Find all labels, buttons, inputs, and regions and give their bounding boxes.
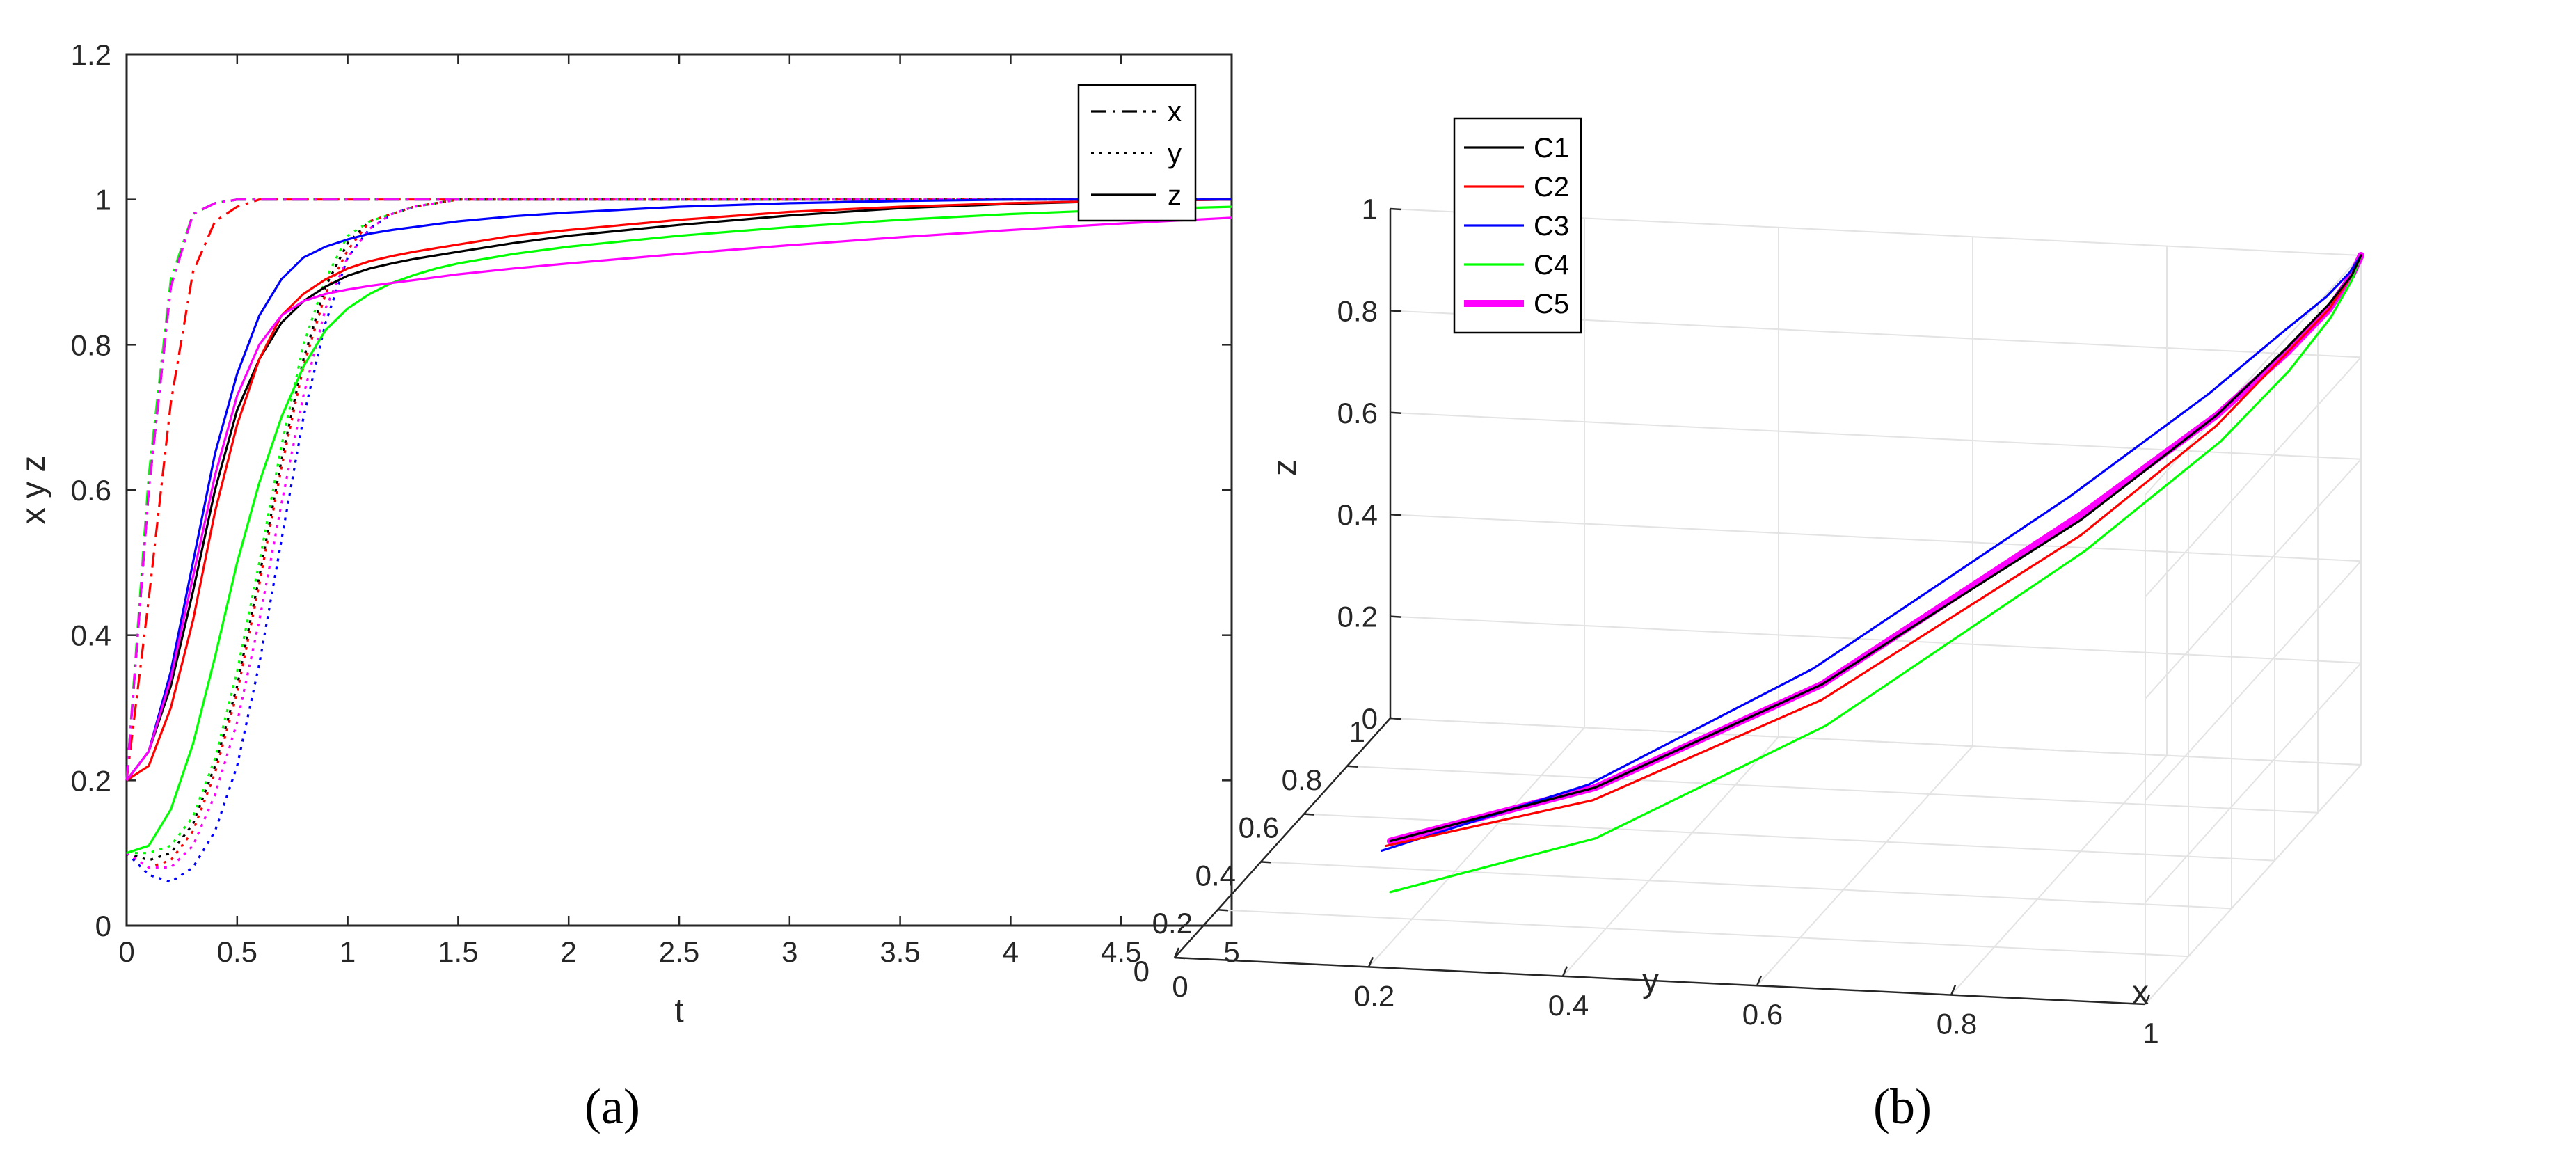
y-tick-label: 0 [1134, 955, 1150, 988]
grid-line [1756, 745, 1973, 986]
z-tick-mark [1390, 310, 1402, 312]
series-line-z-red [126, 198, 1232, 782]
chart-b-panel-label: (b) [1873, 1079, 1932, 1134]
x-tick-mark [2144, 994, 2151, 1005]
grid-line [2145, 459, 2362, 699]
chart-b-legend: C1 C2 C3 C4 C5 [1453, 117, 1582, 334]
x-tick-label: 2.5 [659, 935, 699, 968]
legend-label-z: z [1168, 180, 1182, 211]
grid-line [1950, 754, 2168, 996]
chart-b-x-label: x [2132, 974, 2149, 1011]
y-tick-label: 0 [95, 910, 111, 942]
legend-label-C2: C2 [1534, 172, 1569, 203]
legend-label-C3: C3 [1534, 211, 1569, 241]
series-line-z-green [126, 205, 1232, 855]
y-tick-mark [1390, 717, 1401, 720]
series-line-y-red [126, 198, 1232, 869]
legend-label-C1: C1 [1534, 133, 1569, 164]
x-tick-label: 0.2 [1354, 979, 1394, 1012]
z-tick-label: 0.6 [1337, 397, 1378, 429]
legend-label-x: x [1168, 97, 1182, 127]
z-tick-label: 0.4 [1337, 498, 1378, 531]
grid-line [1346, 765, 2319, 814]
z-tick-mark [1390, 513, 1402, 516]
x-tick-label: 3 [781, 935, 797, 968]
grid-line [1562, 736, 1779, 977]
trajectory-C1 [1389, 254, 2362, 843]
legend-label-C5: C5 [1534, 289, 1569, 319]
x-tick-mark [1561, 966, 1568, 977]
chart-a-legend: xyz [1077, 84, 1197, 222]
x-tick-label: 0 [118, 935, 134, 968]
y-tick-label: 0.8 [1282, 763, 1322, 796]
grid-line [2145, 662, 2362, 903]
x-tick-label: 2 [561, 935, 577, 968]
grid-line [1368, 727, 1585, 968]
x-tick-label: 4.5 [1101, 935, 1141, 968]
y-tick-label: 1 [1349, 715, 1365, 748]
legend-label-y: y [1168, 138, 1182, 169]
z-tick-label: 0.2 [1337, 601, 1378, 633]
x-axis-line [1174, 956, 2146, 1006]
x-tick-mark [1173, 947, 1180, 958]
x-tick-label: 0.4 [1548, 989, 1589, 1022]
grid-line [1260, 861, 2232, 910]
trajectory-C3 [1380, 254, 2362, 853]
z-tick-label: 0.8 [1337, 294, 1378, 327]
grid-line [2145, 560, 2362, 801]
series-line-x-magenta [125, 198, 1232, 781]
grid-line [1217, 909, 2189, 958]
chart-b-y-label: y [1642, 962, 1659, 999]
y-tick-label: 0.4 [1195, 859, 1236, 892]
series-line-z-magenta [125, 216, 1232, 782]
x-tick-label: 1 [2142, 1017, 2158, 1049]
series-line-z-blue [125, 198, 1232, 782]
x-tick-label: 0.8 [1937, 1008, 1977, 1040]
x-tick-label: 5 [1223, 935, 1239, 968]
grid-line [2145, 356, 2362, 598]
x-tick-mark [1756, 975, 1763, 986]
z-tick-label: 1 [1362, 193, 1378, 225]
x-tick-label: 3.5 [880, 935, 920, 968]
series-line-y-blue [125, 198, 1232, 884]
y-tick-mark [1346, 765, 1358, 768]
y-tick-label: 0.6 [71, 474, 111, 507]
y-tick-label: 0.4 [71, 619, 111, 652]
chart-a-y-label: x y z [15, 456, 52, 525]
y-tick-label: 0.2 [71, 764, 111, 797]
series-line-y-magenta [126, 198, 1232, 869]
x-tick-label: 1 [340, 935, 356, 968]
y-axis-line [1174, 718, 1391, 958]
series-line-z-black [125, 198, 1232, 782]
y-tick-label: 0.8 [71, 328, 111, 361]
y-tick-label: 0.6 [1239, 811, 1279, 844]
x-tick-label: 0.5 [217, 935, 257, 968]
grid-line [1390, 718, 2362, 766]
x-tick-mark [1950, 985, 1957, 996]
y-tick-label: 1 [95, 184, 111, 216]
chart-a-panel-label: (a) [585, 1079, 640, 1134]
y-tick-label: 0.2 [1152, 907, 1193, 940]
x-tick-label: 4 [1003, 935, 1019, 968]
x-tick-label: 0 [1172, 970, 1188, 1003]
grid-line [1390, 514, 2362, 562]
trajectory-C4 [1389, 254, 2362, 894]
chart-a-plot-area [125, 53, 1233, 927]
chart-a-x-label: t [674, 992, 683, 1029]
chart-a: 0 0.5 1 1.5 2 2.5 3 3.5 4 4.5 500.20.40.60.811.2 t… [15, 38, 1240, 1134]
x-tick-label: 0.6 [1742, 998, 1783, 1031]
grid-line [1390, 411, 2362, 460]
y-tick-mark [1303, 813, 1315, 816]
y-tick-label: 1.2 [71, 38, 111, 71]
z-tick-label: 0 [1362, 702, 1378, 735]
grid-line [1390, 615, 2362, 664]
x-tick-mark [1367, 956, 1374, 967]
legend-label-C4: C4 [1534, 250, 1569, 280]
x-tick-label: 1.5 [438, 935, 478, 968]
chart-b-z-label: z [1266, 459, 1303, 476]
grid-line [2145, 764, 2362, 1005]
